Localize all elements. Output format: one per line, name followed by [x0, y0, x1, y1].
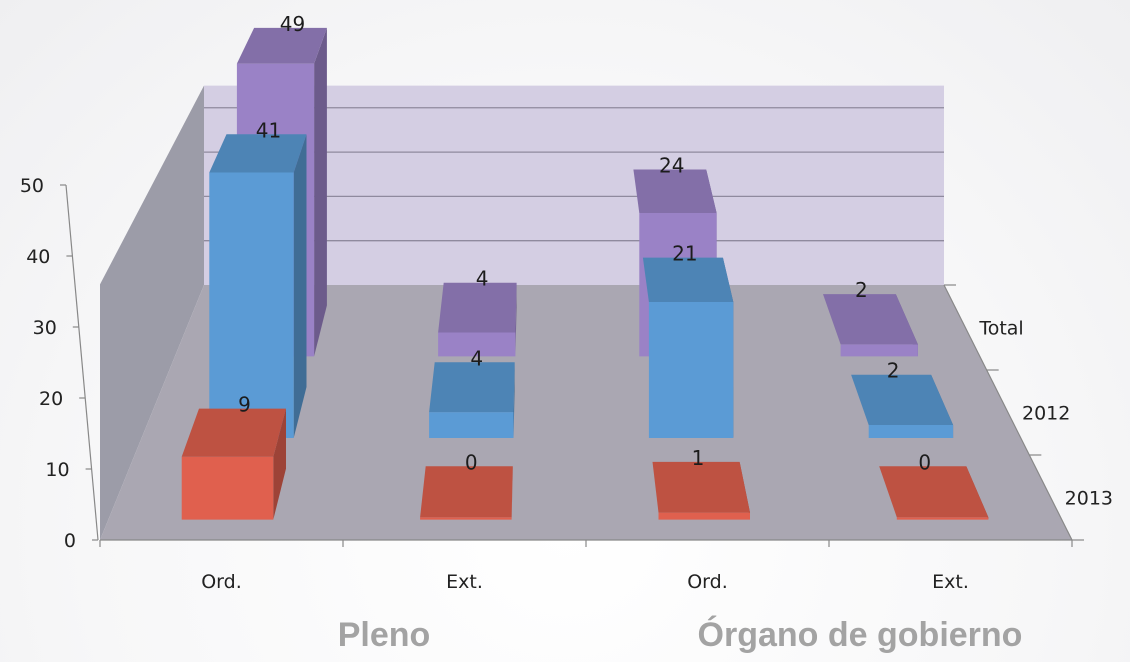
- data-label: 9: [238, 393, 251, 417]
- category-tick-label: Ext.: [446, 571, 483, 593]
- bar: [429, 362, 515, 438]
- gridlines: [204, 107, 944, 242]
- bar-top: [209, 134, 307, 173]
- bar: [642, 257, 734, 438]
- category-tick-label: Ext.: [932, 571, 969, 593]
- value-tick-label: 10: [45, 459, 69, 481]
- bar-front: [209, 172, 294, 438]
- bar-top: [633, 169, 717, 213]
- bar-top: [851, 374, 954, 425]
- bar-side: [273, 408, 286, 520]
- value-tick-label: 30: [33, 317, 57, 339]
- group-label-organo-de-gobierno: Órgano de gobierno: [697, 616, 1023, 654]
- value-tick-label: 50: [20, 175, 44, 197]
- depth-tick-label: 2012: [1022, 403, 1070, 425]
- data-label: 4: [470, 346, 483, 370]
- value-tick-label: 40: [26, 246, 50, 268]
- bar-front: [420, 517, 512, 520]
- bar-top: [642, 257, 734, 302]
- data-label: 0: [465, 450, 478, 474]
- bar-side: [515, 282, 517, 357]
- back-wall: [204, 85, 944, 285]
- side-wall: [100, 85, 204, 540]
- data-label: 4: [476, 267, 489, 291]
- chart-walls: [100, 85, 1072, 540]
- bar-side: [513, 362, 515, 438]
- category-tick-label: Ord.: [687, 571, 728, 593]
- bar: [851, 374, 954, 438]
- bar: [209, 134, 307, 439]
- data-label: 2: [855, 278, 868, 302]
- bar-front: [648, 302, 734, 438]
- bar-top: [429, 362, 515, 413]
- data-label: 21: [672, 242, 697, 266]
- bar: [879, 466, 989, 520]
- data-label: 2: [887, 359, 900, 383]
- bar-side: [314, 27, 327, 357]
- value-axis-line: [65, 184, 99, 541]
- bar: [420, 466, 513, 520]
- bar-top: [420, 466, 513, 518]
- value-tick-label: 20: [39, 388, 63, 410]
- bar-top: [181, 408, 286, 457]
- bar-front: [840, 344, 918, 357]
- bars: [181, 27, 989, 520]
- depth-tick-label: Total: [978, 318, 1023, 340]
- floor: [100, 285, 1072, 540]
- bar-top: [438, 282, 517, 333]
- bar: [652, 461, 750, 520]
- bar-top: [879, 466, 989, 518]
- group-label-pleno: Pleno: [337, 616, 431, 654]
- depth-tick-label: 2013: [1065, 488, 1113, 510]
- category-tick-label: Ord.: [201, 571, 242, 593]
- data-label: 24: [659, 153, 684, 177]
- value-tick-label: 0: [64, 530, 76, 552]
- bar-front: [868, 425, 954, 438]
- bar-side: [293, 134, 307, 439]
- bar-top: [236, 27, 327, 64]
- data-label: 0: [918, 450, 931, 474]
- bar: [181, 408, 286, 520]
- bar-front: [429, 412, 514, 438]
- bar-front: [438, 332, 516, 357]
- value-labels: 49 4 24 2 41 4 21 2 9 0 1 0: [238, 12, 931, 474]
- depth-axis-line: [943, 284, 1073, 541]
- bar-front: [181, 456, 274, 520]
- bar-top: [652, 461, 750, 513]
- data-label: 49: [280, 12, 305, 36]
- bar: [823, 294, 918, 357]
- data-label: 1: [692, 446, 705, 470]
- data-label: 41: [256, 118, 281, 142]
- bar-front: [658, 512, 750, 520]
- bar: [438, 282, 517, 357]
- bar-front: [896, 517, 989, 520]
- bar-top: [823, 294, 918, 345]
- bar-side: [511, 466, 513, 520]
